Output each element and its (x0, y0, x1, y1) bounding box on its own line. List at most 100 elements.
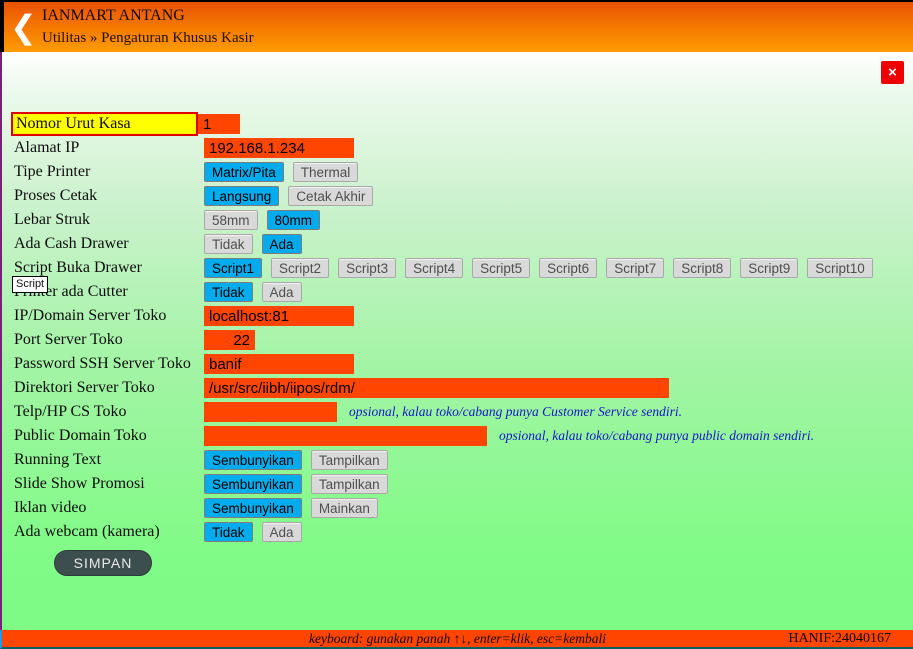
script-buka-drawer-option-script2[interactable]: Script2 (271, 258, 330, 278)
nomor-urut-kasa-input[interactable] (198, 114, 240, 134)
script-tooltip: Script (12, 276, 49, 293)
iklan-video-option-sembunyikan[interactable]: Sembunyikan (204, 498, 302, 518)
form-row-ada-webcam: Ada webcam (kamera) Tidak Ada (2, 520, 913, 544)
ada-webcam-option-ada[interactable]: Ada (261, 522, 302, 542)
form-row-password-ssh-server-toko: Password SSH Server Toko (2, 352, 913, 376)
form-row-alamat-ip: Alamat IP (2, 136, 913, 160)
public-domain-toko-note: opsional, kalau toko/cabang punya public… (499, 428, 814, 443)
form-row-printer-ada-cutter: Printer ada Cutter Tidak Ada (2, 280, 913, 304)
password-ssh-server-toko-input[interactable] (204, 354, 354, 374)
close-icon[interactable]: × (881, 61, 904, 84)
proses-cetak-label: Proses Cetak (14, 187, 98, 204)
operator-id: HANIF:24040167 (788, 631, 891, 646)
proses-cetak-option-langsung[interactable]: Langsung (204, 186, 280, 206)
script-buka-drawer-option-script4[interactable]: Script4 (405, 258, 464, 278)
footer-bar: keyboard: gunakan panah ↑↓, enter=klik, … (0, 630, 913, 649)
breadcrumb: Utilitas » Pengaturan Khusus Kasir (42, 30, 254, 46)
running-text-control: Sembunyikan Tampilkan (204, 450, 397, 470)
printer-ada-cutter-option-tidak[interactable]: Tidak (204, 282, 253, 302)
form-row-slide-show-promosi: Slide Show Promosi Sembunyikan Tampilkan (2, 472, 913, 496)
public-domain-toko-control: opsional, kalau toko/cabang punya public… (204, 426, 814, 446)
lebar-struk-option-58mm[interactable]: 58mm (204, 210, 258, 230)
nomor-urut-kasa-label: Nomor Urut Kasa (11, 112, 198, 136)
ada-cash-drawer-control: Tidak Ada (204, 234, 311, 254)
slide-show-promosi-option-tampilkan[interactable]: Tampilkan (310, 474, 388, 494)
running-text-label: Running Text (14, 451, 102, 468)
simpan-button[interactable]: SIMPAN (54, 550, 152, 576)
telp-hp-cs-toko-input[interactable] (204, 402, 337, 422)
telp-hp-cs-toko-control: opsional, kalau toko/cabang punya Custom… (204, 402, 682, 422)
script-buka-drawer-option-script7[interactable]: Script7 (606, 258, 665, 278)
telp-hp-cs-toko-label: Telp/HP CS Toko (14, 403, 127, 420)
direktori-server-toko-control (204, 378, 669, 398)
form-row-public-domain-toko: Public Domain Toko opsional, kalau toko/c… (2, 424, 913, 448)
proses-cetak-option-cetak-akhir[interactable]: Cetak Akhir (288, 186, 374, 206)
script-buka-drawer-label: Script Buka Drawer (14, 259, 142, 276)
script-buka-drawer-option-script8[interactable]: Script8 (673, 258, 732, 278)
slide-show-promosi-control: Sembunyikan Tampilkan (204, 474, 397, 494)
ada-webcam-label: Ada webcam (kamera) (14, 523, 160, 540)
form-row-script-buka-drawer: Script Buka Drawer Script1 Script2 Script3 S… (2, 256, 913, 280)
port-server-toko-control (204, 330, 255, 350)
form-row-tipe-printer: Tipe Printer Matrix/Pita Thermal (2, 160, 913, 184)
telp-hp-cs-toko-note: opsional, kalau toko/cabang punya Custom… (349, 404, 682, 419)
iklan-video-label: Iklan video (14, 499, 87, 516)
form-row-lebar-struk: Lebar Struk 58mm 80mm (2, 208, 913, 232)
tipe-printer-option-matrix-pita[interactable]: Matrix/Pita (204, 162, 284, 182)
printer-ada-cutter-option-ada[interactable]: Ada (261, 282, 302, 302)
ip-domain-server-toko-input[interactable] (204, 306, 354, 326)
printer-ada-cutter-control: Tidak Ada (204, 282, 311, 302)
running-text-option-sembunyikan[interactable]: Sembunyikan (204, 450, 302, 470)
nomor-urut-kasa-control (198, 114, 240, 134)
port-server-toko-input[interactable] (204, 330, 255, 350)
lebar-struk-label: Lebar Struk (14, 211, 90, 228)
ip-domain-server-toko-label: IP/Domain Server Toko (14, 307, 167, 324)
ip-domain-server-toko-control (204, 306, 354, 326)
password-ssh-server-toko-control (204, 354, 354, 374)
direktori-server-toko-label: Direktori Server Toko (14, 379, 155, 396)
tipe-printer-control: Matrix/Pita Thermal (204, 162, 367, 182)
ada-webcam-control: Tidak Ada (204, 522, 311, 542)
script-buka-drawer-option-script3[interactable]: Script3 (338, 258, 397, 278)
alamat-ip-input[interactable] (204, 138, 354, 158)
tipe-printer-label: Tipe Printer (14, 163, 91, 180)
form-row-running-text: Running Text Sembunyikan Tampilkan (2, 448, 913, 472)
proses-cetak-control: Langsung Cetak Akhir (204, 186, 382, 206)
lebar-struk-control: 58mm 80mm (204, 210, 329, 230)
settings-panel: × Nomor Urut Kasa Alamat IP Tipe Printer Ma… (0, 52, 913, 630)
form-row-proses-cetak: Proses Cetak Langsung Cetak Akhir (2, 184, 913, 208)
running-text-option-tampilkan[interactable]: Tampilkan (310, 450, 388, 470)
tipe-printer-option-thermal[interactable]: Thermal (292, 162, 359, 182)
script-buka-drawer-option-script9[interactable]: Script9 (740, 258, 799, 278)
form-row-ip-domain-server-toko: IP/Domain Server Toko (2, 304, 913, 328)
alamat-ip-control (204, 138, 354, 158)
lebar-struk-option-80mm[interactable]: 80mm (266, 210, 321, 230)
slide-show-promosi-option-sembunyikan[interactable]: Sembunyikan (204, 474, 302, 494)
header-bar: ❮ IANMART ANTANG Utilitas » Pengaturan K… (0, 0, 913, 52)
ada-cash-drawer-option-ada[interactable]: Ada (261, 234, 302, 254)
password-ssh-server-toko-label: Password SSH Server Toko (14, 355, 191, 372)
form-row-nomor-urut-kasa: Nomor Urut Kasa (2, 112, 913, 136)
form-row-ada-cash-drawer: Ada Cash Drawer Tidak Ada (2, 232, 913, 256)
form-row-telp-hp-cs-toko: Telp/HP CS Toko opsional, kalau toko/caba… (2, 400, 913, 424)
public-domain-toko-label: Public Domain Toko (14, 427, 147, 444)
ada-cash-drawer-option-tidak[interactable]: Tidak (204, 234, 253, 254)
alamat-ip-label: Alamat IP (14, 139, 80, 156)
back-chevron-icon[interactable]: ❮ (10, 8, 37, 46)
form-row-port-server-toko: Port Server Toko (2, 328, 913, 352)
script-buka-drawer-option-script5[interactable]: Script5 (472, 258, 531, 278)
port-server-toko-label: Port Server Toko (14, 331, 123, 348)
script-buka-drawer-control: Script1 Script2 Script3 Script4 Script5 Scrip… (204, 258, 882, 278)
ada-cash-drawer-label: Ada Cash Drawer (14, 235, 129, 252)
direktori-server-toko-input[interactable] (204, 378, 669, 398)
iklan-video-option-mainkan[interactable]: Mainkan (310, 498, 378, 518)
script-buka-drawer-option-script1[interactable]: Script1 (204, 258, 263, 278)
public-domain-toko-input[interactable] (204, 426, 487, 446)
script-buka-drawer-option-script10[interactable]: Script10 (807, 258, 873, 278)
ada-webcam-option-tidak[interactable]: Tidak (204, 522, 253, 542)
slide-show-promosi-label: Slide Show Promosi (14, 475, 145, 492)
iklan-video-control: Sembunyikan Mainkan (204, 498, 387, 518)
form-row-direktori-server-toko: Direktori Server Toko (2, 376, 913, 400)
script-buka-drawer-option-script6[interactable]: Script6 (539, 258, 598, 278)
